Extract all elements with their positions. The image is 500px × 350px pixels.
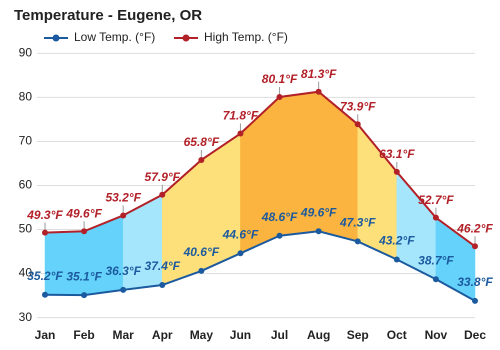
- data-label: 47.3°F: [339, 216, 376, 230]
- data-label: 40.6°F: [183, 245, 220, 259]
- data-point: [472, 243, 478, 250]
- data-point: [120, 286, 127, 293]
- x-tick-label: May: [190, 328, 214, 342]
- chart-title: Temperature - Eugene, OR: [14, 7, 202, 24]
- series-line: [44, 230, 476, 302]
- data-label: 46.2°F: [456, 221, 493, 235]
- data-point: [472, 297, 478, 304]
- data-label: 35.2°F: [27, 269, 63, 283]
- x-tick-label: Feb: [73, 328, 94, 342]
- data-label: 48.6°F: [261, 210, 298, 224]
- data-point: [276, 93, 283, 100]
- data-label: 37.4°F: [145, 259, 181, 273]
- legend-label: Low Temp. (°F): [74, 30, 155, 44]
- x-tick-label: Mar: [113, 328, 135, 342]
- x-tick-label: Nov: [425, 328, 448, 342]
- data-label: 57.9°F: [145, 170, 181, 184]
- data-label: 73.9°F: [340, 99, 376, 113]
- y-tick-label: 80: [19, 90, 33, 104]
- x-tick-label: Apr: [152, 328, 173, 342]
- data-point: [276, 232, 283, 239]
- data-label: 38.7°F: [418, 253, 454, 267]
- data-point: [120, 212, 127, 219]
- data-label: 53.2°F: [105, 191, 141, 205]
- data-label: 43.2°F: [378, 234, 415, 248]
- data-point: [354, 121, 361, 128]
- y-tick-label: 70: [19, 134, 33, 148]
- data-point: [432, 276, 439, 283]
- data-point: [237, 130, 244, 137]
- data-label: 52.7°F: [418, 193, 454, 207]
- data-label: 63.1°F: [379, 147, 415, 161]
- data-point: [198, 267, 205, 274]
- data-point: [393, 168, 400, 175]
- series-line: [44, 90, 476, 248]
- legend-label: High Temp. (°F): [204, 30, 288, 44]
- x-tick-label: Aug: [307, 328, 330, 342]
- y-tick-label: 50: [19, 222, 33, 236]
- x-tick-label: Jun: [230, 328, 251, 342]
- data-point: [393, 256, 400, 263]
- legend-marker: [52, 34, 60, 42]
- data-point: [315, 88, 322, 95]
- data-label: 49.6°F: [300, 205, 337, 219]
- data-label: 49.3°F: [26, 208, 63, 222]
- x-tick-label: Jul: [271, 328, 288, 342]
- data-point: [42, 229, 48, 236]
- data-label: 80.1°F: [262, 72, 298, 86]
- data-label: 71.8°F: [223, 109, 259, 123]
- data-point: [198, 156, 205, 163]
- data-label: 35.1°F: [66, 269, 102, 283]
- data-point: [42, 291, 48, 298]
- x-tick-label: Oct: [387, 328, 407, 342]
- data-point: [432, 214, 439, 221]
- data-label: 65.8°F: [184, 135, 220, 149]
- data-label: 33.8°F: [457, 275, 493, 289]
- data-label: 44.6°F: [222, 227, 259, 241]
- data-point: [159, 282, 166, 289]
- data-point: [81, 292, 88, 299]
- y-tick-label: 90: [19, 46, 33, 60]
- data-label: 36.3°F: [105, 264, 141, 278]
- data-label: 81.3°F: [301, 67, 337, 81]
- data-point: [354, 238, 361, 245]
- data-point: [159, 191, 166, 198]
- data-point: [315, 228, 322, 235]
- data-point: [237, 250, 244, 257]
- band-segment: [44, 231, 85, 296]
- legend-marker: [182, 34, 190, 42]
- data-label: 49.6°F: [65, 206, 102, 220]
- y-tick-label: 40: [19, 266, 33, 280]
- x-tick-label: Sep: [347, 328, 369, 342]
- x-tick-label: Jan: [35, 328, 56, 342]
- data-point: [81, 228, 88, 235]
- y-tick-label: 60: [19, 178, 33, 192]
- y-tick-label: 30: [19, 310, 33, 324]
- x-tick-label: Dec: [464, 328, 486, 342]
